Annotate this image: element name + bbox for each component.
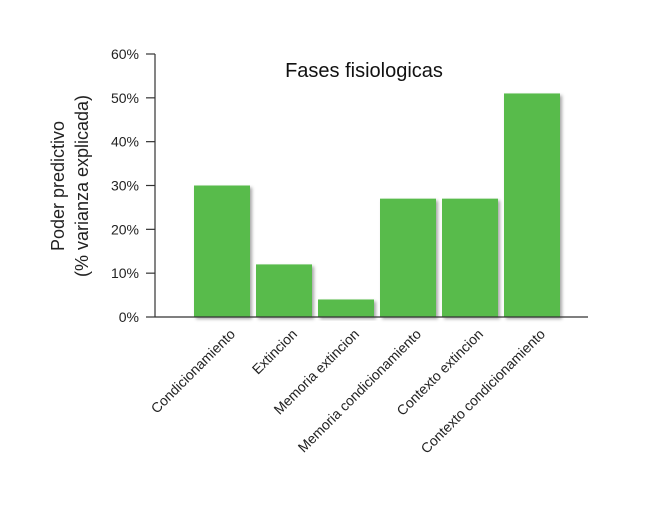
- bar-contexto-extincion: [442, 198, 498, 317]
- x-tick-label-1: Extincion: [249, 326, 300, 377]
- y-ticks-group: 0% 10% 20% 30% 40% 50% 60%: [111, 46, 155, 325]
- y-tick-label-2: 20%: [111, 221, 139, 237]
- y-tick-label-5: 50%: [111, 90, 139, 106]
- x-tick-label-3: Memoria condicionamiento: [294, 326, 424, 456]
- bars-group: [194, 93, 560, 317]
- bar-condicionamiento: [194, 185, 250, 317]
- y-tick-label-1: 10%: [111, 265, 139, 281]
- bar-extincion: [256, 264, 312, 317]
- bar-memoria-extincion: [318, 299, 374, 317]
- bar-memoria-condicionamiento: [380, 198, 436, 317]
- y-axis-label-line-2: (% varianza explicada): [72, 95, 92, 277]
- x-tick-label-5: Contexto condicionamiento: [417, 326, 548, 457]
- y-tick-label-0: 0%: [119, 309, 139, 325]
- y-tick-label-4: 40%: [111, 134, 139, 150]
- y-axis-label: Poder predictivo (% varianza explicada): [48, 95, 92, 277]
- bar-contexto-condicionamiento: [504, 93, 560, 317]
- y-tick-label-3: 30%: [111, 178, 139, 194]
- y-axis-label-line-1: Poder predictivo: [48, 121, 68, 251]
- x-tick-label-0: Condicionamiento: [148, 326, 239, 417]
- chart-title: Fases fisiologicas: [285, 60, 443, 82]
- y-tick-label-6: 60%: [111, 46, 139, 62]
